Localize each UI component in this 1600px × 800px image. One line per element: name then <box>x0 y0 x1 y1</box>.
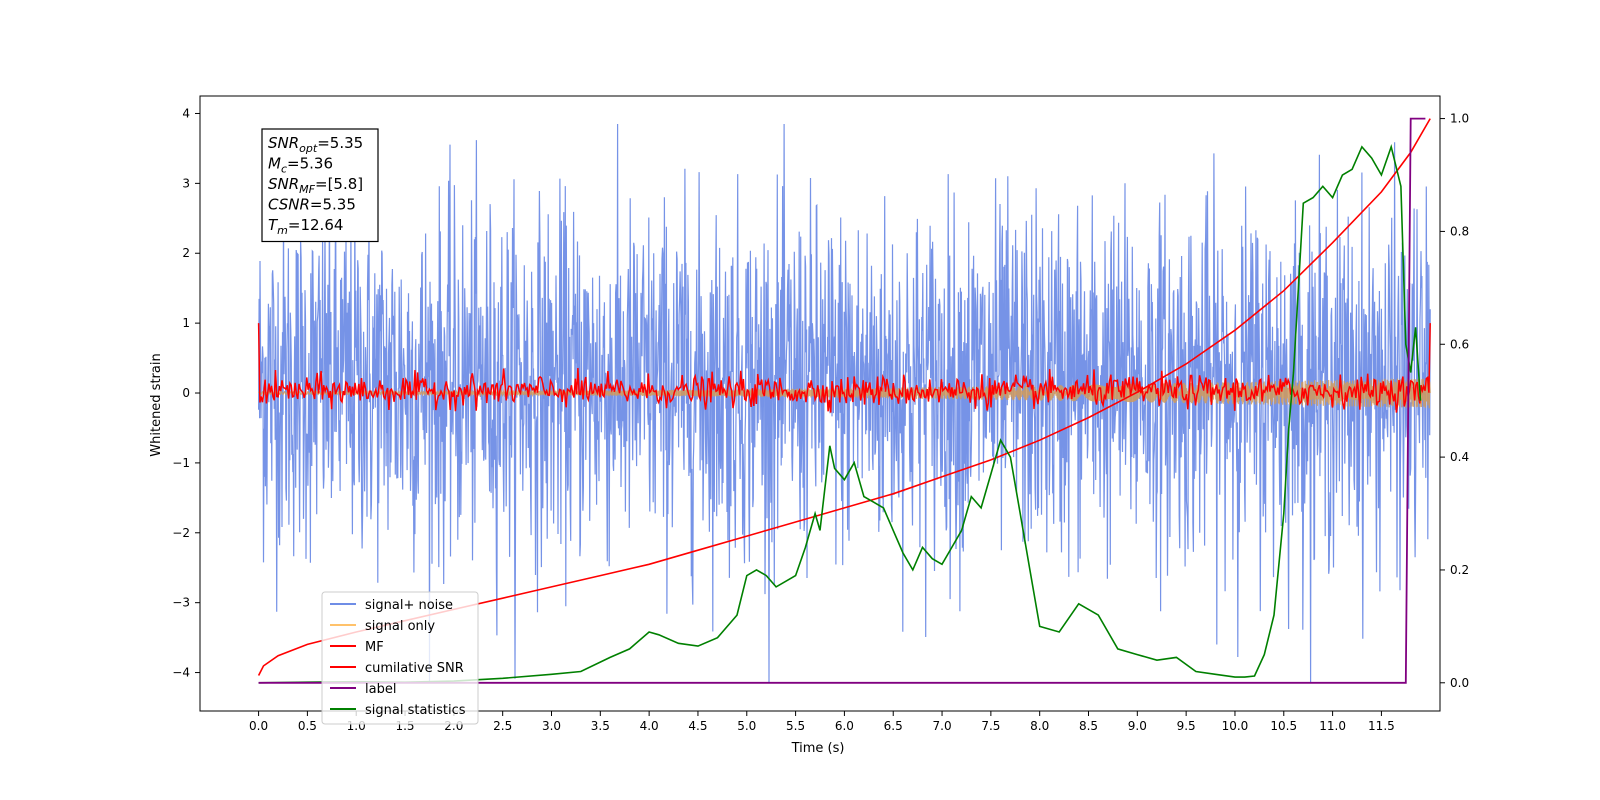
y-left-axis-ticks: −4 −3 −2 −1 0 1 2 3 4 <box>172 106 200 680</box>
x-tick-label: 10.5 <box>1270 719 1297 733</box>
y-left-tick-label: 4 <box>182 106 190 120</box>
annotation-line: CSNR=5.35 <box>268 196 356 214</box>
y-right-tick-label: 1.0 <box>1450 112 1469 126</box>
y-right-tick-label: 0.6 <box>1450 337 1469 351</box>
annotation-frame <box>261 128 379 243</box>
series-signal-noise <box>258 123 1431 684</box>
y-right-tick-label: 0.0 <box>1450 676 1469 690</box>
series-signal-statistics <box>258 143 1422 684</box>
x-tick-label: 6.5 <box>884 719 903 733</box>
y-left-tick-label: −1 <box>172 456 190 470</box>
annotation-line: Mc=5.36 <box>268 155 333 176</box>
x-tick-label: 4.5 <box>688 719 707 733</box>
x-tick-label: 3.5 <box>591 719 610 733</box>
x-axis-ticks: 0.0 0.5 1.0 1.5 2.0 2.5 3.0 3.5 4.0 4.5 5.0 5.5 6.0 6… <box>249 711 1395 733</box>
x-axis-label: Time (s) <box>791 741 845 756</box>
series-label <box>258 117 1426 684</box>
y-left-tick-label: 0 <box>182 386 190 400</box>
x-tick-label: 11.5 <box>1368 719 1395 733</box>
legend-label: MF <box>365 640 384 655</box>
y-left-tick-label: −3 <box>172 596 190 610</box>
annotation-line: SNRopt=5.35 <box>268 134 363 155</box>
x-tick-label: 9.5 <box>1177 719 1196 733</box>
x-tick-label: 3.0 <box>542 719 561 733</box>
x-tick-label: 7.0 <box>933 719 952 733</box>
x-tick-label: 8.0 <box>1030 719 1049 733</box>
legend-label: signal+ noise <box>365 598 453 613</box>
y-left-tick-label: −4 <box>172 666 190 680</box>
x-tick-label: 11.0 <box>1319 719 1346 733</box>
x-tick-label: 7.5 <box>981 719 1000 733</box>
legend-label: cumilative SNR <box>365 661 464 676</box>
x-tick-label: 10.0 <box>1222 719 1249 733</box>
legend-label: signal statistics <box>365 703 466 718</box>
y-right-tick-label: 0.4 <box>1450 450 1469 464</box>
y-left-tick-label: −2 <box>172 526 190 540</box>
x-tick-label: 6.0 <box>835 719 854 733</box>
legend: signal+ noise signal only MF cumilative SNR… <box>321 591 479 725</box>
x-tick-label: 0.0 <box>249 719 268 733</box>
y-right-tick-label: 0.2 <box>1450 563 1469 577</box>
x-tick-label: 5.5 <box>786 719 805 733</box>
x-tick-label: 5.0 <box>737 719 756 733</box>
x-tick-label: 8.5 <box>1079 719 1098 733</box>
x-tick-label: 2.5 <box>493 719 512 733</box>
y-left-tick-label: 3 <box>182 176 190 190</box>
legend-label: label <box>365 682 396 697</box>
annotation-line: SNRMF=[5.8] <box>268 175 363 196</box>
y-axis-label: Whitened strain <box>149 353 164 456</box>
x-tick-label: 0.5 <box>298 719 317 733</box>
y-right-axis-ticks: 0.0 0.2 0.4 0.6 0.8 1.0 <box>1440 112 1469 690</box>
x-tick-label: 9.0 <box>1128 719 1147 733</box>
series-mf <box>257 323 1431 413</box>
y-right-tick-label: 0.8 <box>1450 224 1469 238</box>
plot-frame <box>199 95 1441 712</box>
legend-label: signal only <box>365 619 435 634</box>
y-left-tick-label: 1 <box>182 316 190 330</box>
legend-frame <box>321 591 479 725</box>
annotation-line: Tm=12.64 <box>268 216 343 237</box>
x-tick-label: 4.0 <box>640 719 659 733</box>
y-left-tick-label: 2 <box>182 246 190 260</box>
